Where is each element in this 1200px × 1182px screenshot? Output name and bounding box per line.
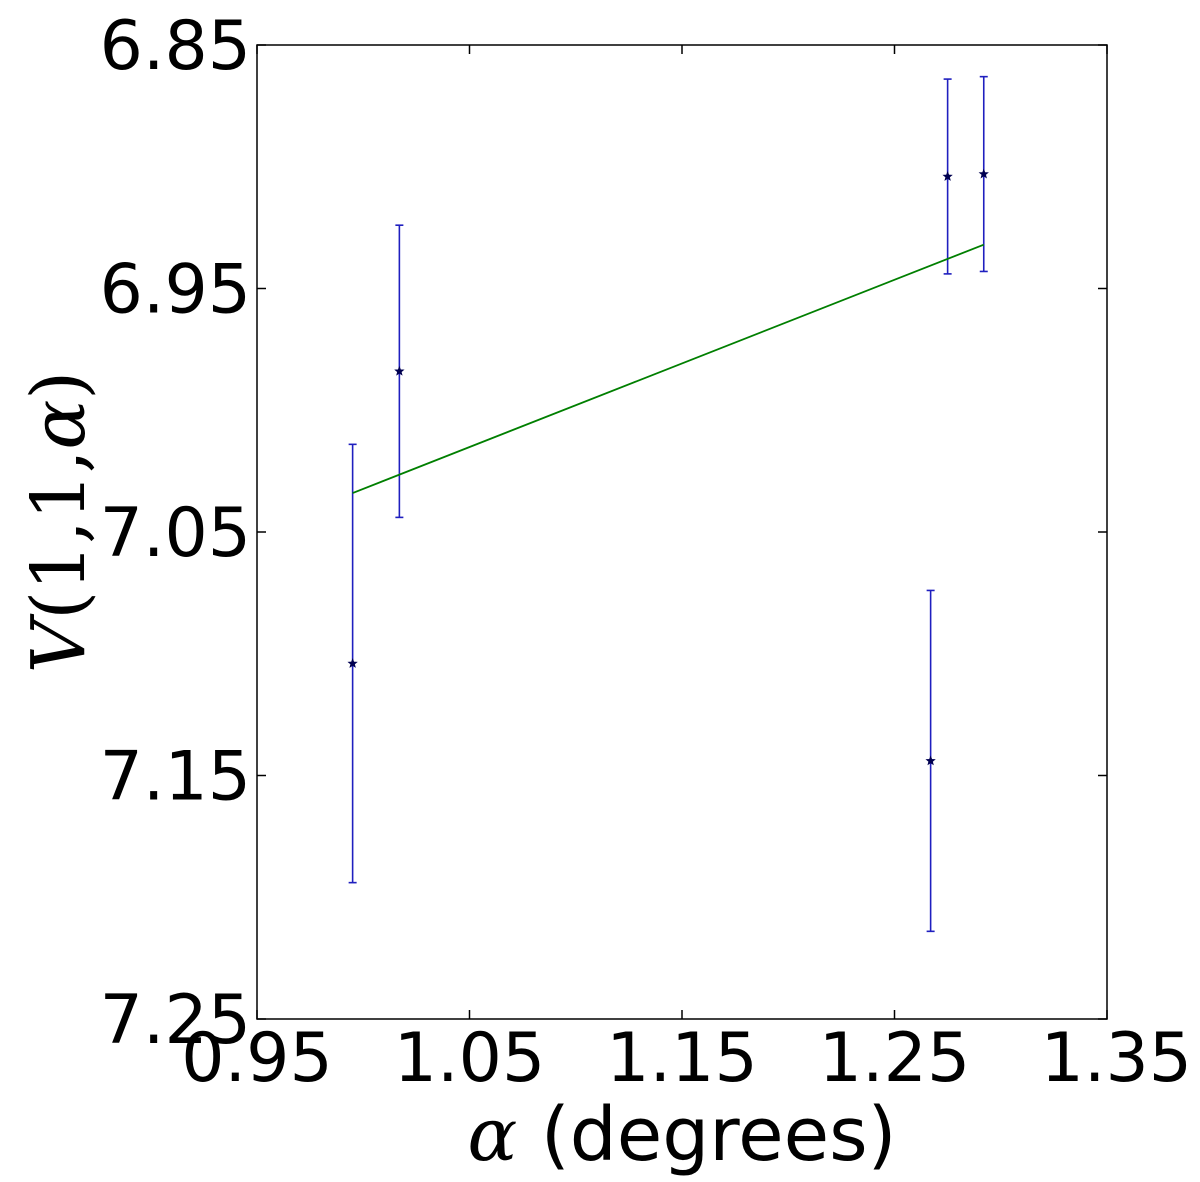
star-marker	[942, 171, 953, 181]
y-tick-label: 6.85	[100, 7, 251, 86]
fit-line	[352, 243, 985, 494]
star-marker	[925, 755, 936, 766]
data-point	[347, 443, 358, 884]
y-axis-label-symbol: α	[16, 400, 102, 450]
y-axis-label: V(1,1,α)	[16, 371, 102, 673]
data-point	[925, 589, 936, 933]
x-tick-label: 1.05	[394, 1019, 545, 1098]
data-point	[978, 75, 989, 273]
x-axis-label-text: (degrees)	[517, 1092, 896, 1178]
y-tick-label: 6.95	[100, 251, 251, 330]
y-tick-label: 7.05	[100, 494, 251, 573]
y-tick-label: 7.15	[100, 738, 251, 817]
plot-area	[257, 45, 1107, 1019]
series-layer	[347, 75, 989, 933]
star-marker	[978, 168, 989, 179]
data-point	[942, 78, 953, 275]
y-axis-label-args: (1,1,	[16, 450, 102, 620]
x-tick-label: 0.95	[181, 1019, 332, 1098]
plot-background	[257, 45, 1107, 1019]
y-axis-label-suffix: )	[16, 371, 102, 400]
x-axis-label: α (degrees)	[467, 1092, 896, 1178]
data-point	[394, 224, 405, 519]
y-axis-label-prefix: V	[16, 613, 102, 673]
x-tick-label: 1.15	[606, 1019, 757, 1098]
star-marker	[394, 365, 405, 376]
x-tick-label: 1.35	[1041, 1019, 1192, 1098]
star-marker	[347, 658, 358, 668]
tick-layer	[256, 44, 1108, 1020]
x-tick-label: 1.25	[819, 1019, 970, 1098]
tick-label-layer: 0.95 1.05 1.15 1.25 1.35 6.85 6.95 7.05 7.15 7.25	[100, 7, 1192, 1098]
y-tick-label: 7.25	[100, 981, 251, 1060]
x-axis-label-symbol: α	[467, 1092, 517, 1178]
